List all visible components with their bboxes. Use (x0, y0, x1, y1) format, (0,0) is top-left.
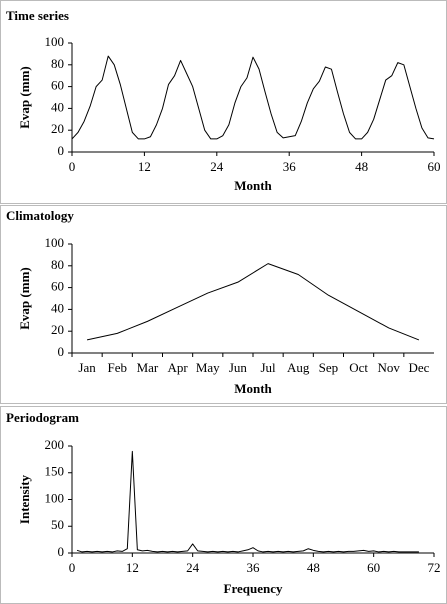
y-tick-label: 60 (51, 78, 64, 93)
y-tick-label: 80 (51, 56, 64, 71)
x-axis-label: Frequency (224, 581, 283, 596)
x-tick-label: Jan (78, 360, 96, 375)
y-tick-label: 200 (45, 437, 65, 452)
x-axis-label: Month (234, 381, 272, 396)
data-line (76, 450, 419, 553)
x-tick-label: 12 (138, 159, 151, 174)
x-tick-label: 0 (69, 159, 76, 174)
x-tick-label: 60 (428, 159, 441, 174)
y-tick-label: 0 (58, 544, 65, 559)
y-tick-label: 100 (45, 34, 65, 49)
y-axis-label: Evap (mm) (17, 267, 32, 329)
x-tick-label: May (196, 360, 220, 375)
x-tick-label: Apr (167, 360, 188, 375)
x-tick-label: 36 (247, 560, 261, 575)
x-tick-label: Dec (408, 360, 429, 375)
x-tick-label: Jun (229, 360, 248, 375)
x-tick-label: 48 (355, 159, 368, 174)
x-tick-label: 0 (69, 560, 76, 575)
x-tick-label: 12 (126, 560, 139, 575)
x-tick-label: Sep (319, 360, 339, 375)
x-tick-label: 72 (428, 560, 441, 575)
y-tick-label: 40 (51, 99, 64, 114)
x-tick-label: Feb (108, 360, 128, 375)
y-tick-label: 150 (45, 464, 65, 479)
y-tick-label: 0 (58, 344, 65, 359)
x-tick-label: Oct (349, 360, 368, 375)
x-axis-label: Month (234, 178, 272, 193)
x-tick-label: Jul (260, 360, 276, 375)
x-tick-label: Mar (137, 360, 159, 375)
y-tick-label: 100 (45, 490, 65, 505)
x-tick-label: 36 (283, 159, 297, 174)
y-axis-label: Intensity (17, 474, 32, 524)
y-tick-label: 100 (45, 235, 65, 250)
y-axis-label: Evap (mm) (17, 66, 32, 128)
y-tick-label: 0 (58, 143, 65, 158)
y-tick-label: 60 (51, 279, 64, 294)
x-tick-label: Nov (378, 360, 401, 375)
y-tick-label: 20 (51, 121, 64, 136)
y-tick-label: 40 (51, 300, 64, 315)
data-line (86, 263, 420, 341)
x-tick-label: 60 (367, 560, 380, 575)
y-tick-label: 50 (51, 517, 64, 532)
x-tick-label: Aug (287, 360, 310, 375)
panel-title: Climatology (6, 208, 74, 223)
y-tick-label: 20 (51, 322, 64, 337)
panel-title: Time series (6, 8, 69, 23)
panel-title: Periodogram (6, 410, 79, 425)
y-tick-label: 80 (51, 257, 64, 272)
panel-frame (0, 0, 447, 204)
data-line (71, 55, 435, 140)
x-tick-label: 24 (210, 159, 224, 174)
x-tick-label: 48 (307, 560, 320, 575)
x-tick-label: 24 (186, 560, 200, 575)
